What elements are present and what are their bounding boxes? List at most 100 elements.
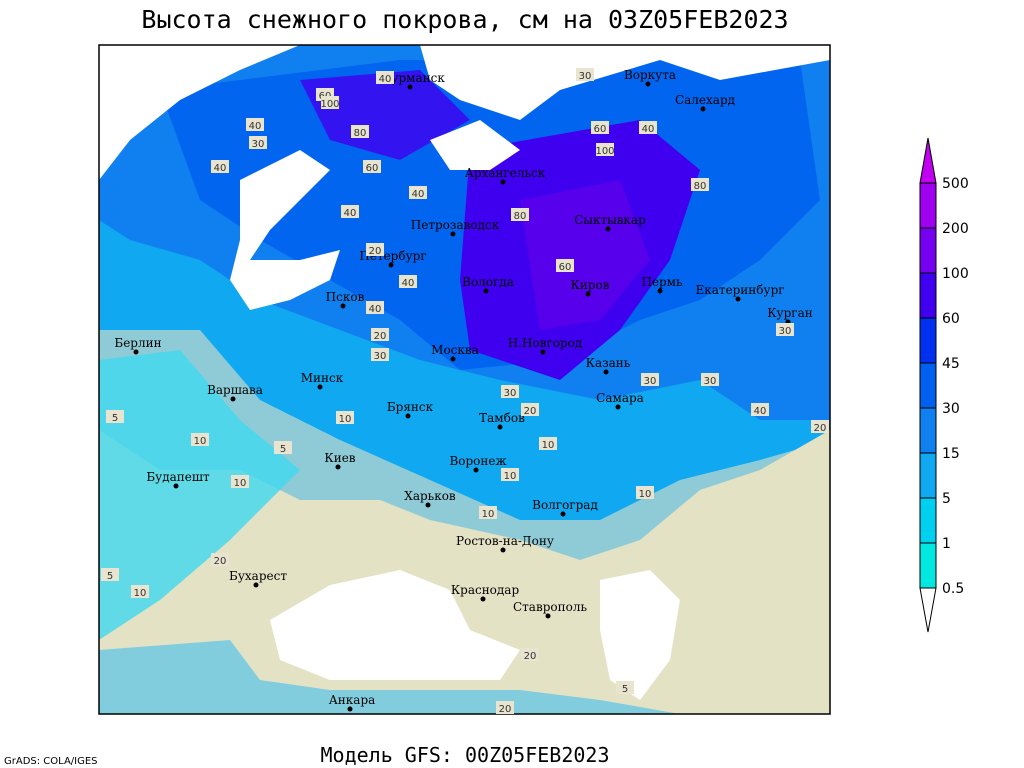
contour-label: 10 — [194, 436, 207, 447]
contour-label-box — [811, 420, 829, 433]
colorbar-bin — [919, 542, 937, 589]
contour-label: 80 — [514, 211, 527, 222]
city-dot — [700, 106, 706, 112]
contour-label-box — [341, 205, 359, 218]
city-label: Ростов-на-Дону — [456, 534, 554, 548]
contour-label-box — [101, 568, 119, 581]
contour-label: 20 — [524, 651, 537, 662]
city-dot — [317, 384, 323, 390]
city-dot — [500, 547, 506, 553]
contour-label: 30 — [579, 71, 592, 82]
contour-label-box — [691, 178, 709, 191]
colorbar-label: 30 — [942, 401, 960, 417]
contour-label: 10 — [482, 509, 495, 520]
city-dot — [615, 404, 621, 410]
city-label: Бухарест — [229, 569, 287, 583]
colorbar-cap — [919, 587, 937, 633]
city-label: Сыктывкар — [574, 213, 646, 227]
city-label: Самара — [596, 391, 644, 405]
city-dot — [133, 349, 139, 355]
contour-label: 30 — [779, 326, 792, 337]
contour-label: 40 — [344, 208, 357, 219]
title: Высота снежного покрова, см на 03Z05FEB2… — [141, 5, 788, 34]
city-label: Воронеж — [449, 454, 506, 468]
city-dot — [545, 613, 551, 619]
contour-label-box — [366, 243, 384, 256]
contour-label-box — [366, 301, 384, 314]
contour-label-box — [376, 71, 394, 84]
city-dot — [497, 424, 503, 430]
city-dot — [657, 288, 663, 294]
colorbar-label: 15 — [942, 446, 960, 462]
contour-label: 30 — [374, 351, 387, 362]
city-dot — [405, 413, 411, 419]
contour-label: 80 — [694, 181, 707, 192]
contour-label: 20 — [374, 331, 387, 342]
city-label: Минск — [301, 371, 344, 385]
contour-label-box — [399, 275, 417, 288]
city-label: Салехард — [675, 93, 735, 107]
city-dot — [645, 81, 651, 87]
city-dot — [347, 706, 353, 712]
city-dot — [425, 502, 431, 508]
contour-label: 5 — [280, 444, 286, 455]
contour-label: 30 — [504, 388, 517, 399]
colorbar-label: 5 — [942, 491, 951, 507]
city-dot — [450, 356, 456, 362]
contour-label: 5 — [112, 413, 118, 424]
colorbar-label: 0.5 — [942, 581, 964, 597]
contour-label-box — [539, 437, 557, 450]
contour-label-box — [501, 385, 519, 398]
city-dot — [340, 303, 346, 309]
colorbar-label: 100 — [942, 266, 969, 282]
contour-label-box — [636, 486, 654, 499]
city-dot — [253, 582, 259, 588]
contour-label: 40 — [249, 121, 262, 132]
city-label: Мурманск — [379, 71, 445, 85]
colorbar-bin — [919, 272, 937, 319]
colorbar-bin — [919, 407, 937, 454]
contour-label-box — [106, 410, 124, 423]
contour-label-box — [616, 681, 634, 694]
city-label: Варшава — [207, 383, 263, 397]
contour-label-box — [409, 186, 427, 199]
contour-label: 100 — [320, 99, 339, 110]
contour-label-box — [596, 143, 614, 156]
colorbar-cap — [919, 137, 937, 184]
contour-label: 20 — [524, 406, 537, 417]
colorbar-bin — [919, 227, 937, 274]
contour-label-box — [131, 585, 149, 598]
contour-label-box — [556, 259, 574, 272]
contour-label-box — [211, 553, 229, 566]
contour-label: 10 — [542, 440, 555, 451]
contour-label-box — [479, 506, 497, 519]
contour-label: 20 — [369, 246, 382, 257]
credit: GrADS: COLA/IGES — [4, 756, 98, 767]
city-label: Будапешт — [146, 470, 210, 484]
contour-label-box — [363, 160, 381, 173]
contour-label-box — [701, 373, 719, 386]
city-dot — [483, 288, 489, 294]
city-label: Москва — [431, 343, 479, 357]
contour-label-box — [576, 68, 594, 81]
contour-label: 20 — [814, 423, 827, 434]
contour-label-box — [521, 648, 539, 661]
colorbar-label: 60 — [942, 311, 960, 327]
contour-label: 40 — [754, 406, 767, 417]
city-dot — [540, 349, 546, 355]
contour-label-box — [191, 433, 209, 446]
contour-label: 5 — [622, 684, 628, 695]
contour-label-box — [371, 328, 389, 341]
contour-label: 40 — [379, 74, 392, 85]
city-dot — [388, 262, 394, 268]
contour-label: 40 — [642, 124, 655, 135]
city-dot — [603, 369, 609, 375]
colorbar-bin — [919, 317, 937, 364]
colorbar-bin — [919, 497, 937, 544]
contour-label-box — [211, 160, 229, 173]
model-caption: Модель GFS: 00Z05FEB2023 — [321, 743, 610, 767]
contour-label-box — [496, 701, 514, 714]
contour-label: 60 — [559, 262, 572, 273]
colorbar: 500 200 100 60 45 30 15 5 1 0.5 — [919, 137, 969, 633]
city-dot — [450, 231, 456, 237]
